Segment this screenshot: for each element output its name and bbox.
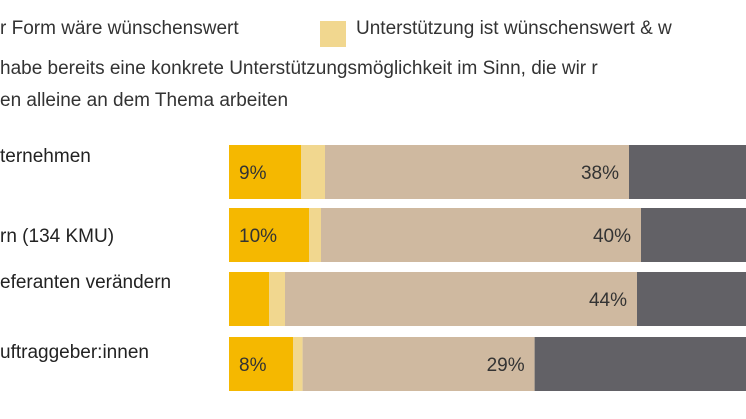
bar-segment-row3-series1 [229, 272, 269, 326]
legend-item-1-label: r Form wäre wünschenswert [0, 18, 239, 39]
legend-item-2: Unterstützung ist wünschenswert & w [356, 18, 672, 40]
legend-item-2-label: Unterstützung ist wünschenswert & w [356, 18, 672, 39]
data-label-row4-series3: 29% [487, 355, 525, 376]
legend-swatch-2 [320, 21, 346, 47]
data-label-row2-series1: 10% [239, 226, 277, 247]
data-label-row3-series3: 44% [589, 290, 627, 311]
bar-segment-row3-series2 [269, 272, 285, 326]
legend-item-3-label: habe bereits eine konkrete Unterstützung… [0, 58, 598, 79]
bar-segment-row4-series4 [534, 337, 746, 391]
bar-segment-row2-series1 [229, 208, 309, 262]
bar-segment-row4-series1 [229, 337, 293, 391]
category-label-2: rn (134 KMU) [0, 226, 115, 247]
bar-segment-row4-series3 [302, 337, 535, 391]
category-label-3: eferanten verändern [0, 272, 172, 293]
bar-segment-row2-series2 [309, 208, 321, 262]
bar-segment-row1-series2 [301, 145, 325, 199]
bar-segment-row2-series3 [321, 208, 641, 262]
bar-segment-row3-series3 [285, 272, 637, 326]
legend-item-1: r Form wäre wünschenswert [0, 18, 239, 40]
category-label-1: ternehmen [0, 146, 91, 167]
data-label-row1-series3: 38% [581, 163, 619, 184]
data-label-row2-series3: 40% [593, 226, 631, 247]
data-label-row4-series1: 8% [239, 355, 267, 376]
bar-segment-row3-series4 [637, 272, 746, 326]
data-label-row1-series1: 9% [239, 163, 267, 184]
bar-segment-row1-series1 [229, 145, 301, 199]
legend-item-3: habe bereits eine konkrete Unterstützung… [0, 58, 598, 80]
bar-segment-row1-series4 [629, 145, 746, 199]
legend-item-4: en alleine an dem Thema arbeiten [0, 90, 288, 112]
legend-item-4-label: en alleine an dem Thema arbeiten [0, 90, 289, 111]
bar-segment-row1-series3 [325, 145, 629, 199]
category-label-4: uftraggeber:innen [0, 342, 149, 363]
bar-segment-row2-series4 [641, 208, 746, 262]
bar-segment-row4-series2 [293, 337, 303, 391]
